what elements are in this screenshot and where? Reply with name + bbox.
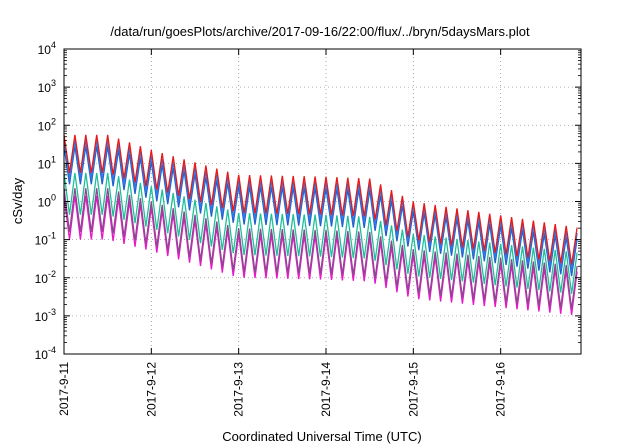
y-tick-label: 102 (38, 116, 56, 133)
y-tick-label: 10-1 (35, 231, 56, 248)
y-tick-label: 104 (38, 40, 56, 57)
y-axis-ticks: 10-4 10-3 10-2 10-1 100 101 102 103 104 (35, 40, 581, 362)
series-line (63, 188, 578, 310)
y-tick-label: 10-4 (35, 345, 56, 362)
series-line (63, 195, 578, 315)
series-line (63, 172, 578, 294)
chart-title: /data/run/goesPlots/archive/2017-09-16/2… (110, 24, 530, 39)
x-tick-label: 2017-9-16 (494, 362, 508, 417)
y-tick-label: 10-2 (35, 269, 56, 286)
x-tick-label: 2017-9-15 (406, 362, 420, 417)
series-group (63, 134, 578, 315)
series-line (63, 134, 578, 265)
series-line (63, 146, 578, 277)
y-tick-label: 100 (38, 193, 56, 210)
y-axis-title: cSv/day (10, 177, 25, 224)
x-axis-title: Coordinated Universal Time (UTC) (222, 429, 421, 444)
x-tick-label: 2017-9-12 (144, 362, 158, 417)
x-axis-ticks: 2017-9-11 2017-9-12 2017-9-13 2017-9-14 2017… (57, 49, 508, 417)
x-tick-label: 2017-9-11 (57, 362, 71, 416)
x-tick-label: 2017-9-13 (232, 362, 246, 417)
x-tick-label: 2017-9-14 (319, 362, 333, 417)
y-tick-label: 101 (38, 154, 56, 171)
y-tick-label: 103 (38, 78, 56, 95)
y-tick-label: 10-3 (35, 307, 56, 324)
